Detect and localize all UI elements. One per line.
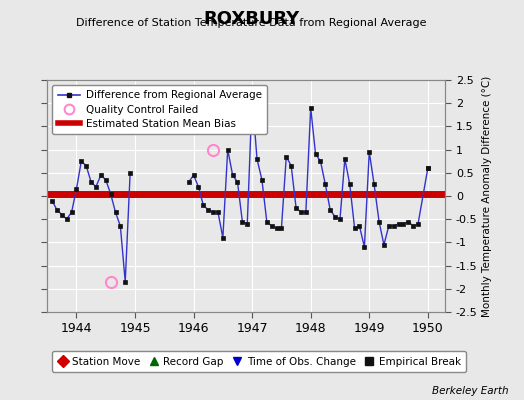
Text: ROXBURY: ROXBURY bbox=[203, 10, 300, 28]
Text: Berkeley Earth: Berkeley Earth bbox=[432, 386, 508, 396]
Y-axis label: Monthly Temperature Anomaly Difference (°C): Monthly Temperature Anomaly Difference (… bbox=[482, 75, 492, 317]
Text: Difference of Station Temperature Data from Regional Average: Difference of Station Temperature Data f… bbox=[77, 18, 427, 28]
Legend: Station Move, Record Gap, Time of Obs. Change, Empirical Break: Station Move, Record Gap, Time of Obs. C… bbox=[52, 351, 466, 372]
